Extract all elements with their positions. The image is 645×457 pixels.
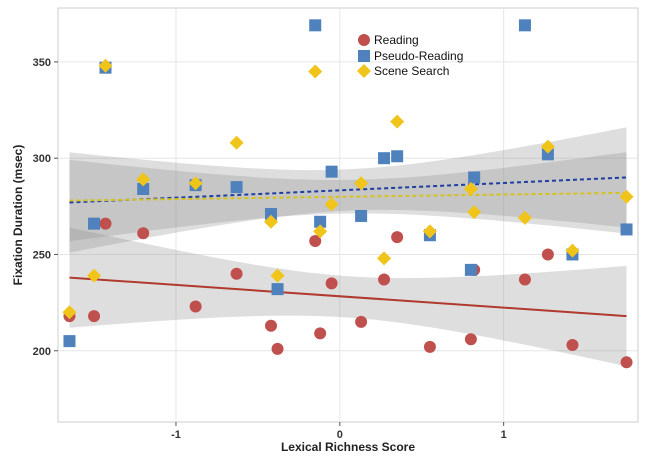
point-scene-search [87,268,102,283]
legend-label-scene-search: Scene Search [374,64,449,78]
point-reading [309,234,322,247]
point-reading [518,273,531,286]
point-pseudo-reading [391,150,404,163]
point-reading [541,248,554,261]
point-pseudo-reading [137,183,150,196]
point-pseudo-reading [355,209,368,222]
point-reading [464,333,477,346]
point-reading [355,315,368,328]
point-scene-search [565,243,580,258]
grid-lines [58,8,638,422]
point-reading [88,310,101,323]
point-reading [271,342,284,355]
trend-line-scene-search [69,191,627,202]
y-axis-ticks: 200 250 300 350 [33,57,58,358]
point-pseudo-reading [378,152,391,165]
point-reading [325,277,338,290]
trend-line-reading [69,276,627,318]
x-axis-title: Lexical Richness Score [281,440,415,454]
point-scene-search [270,268,285,283]
point-reading [378,273,391,286]
point-reading [264,319,277,332]
point-pseudo-reading [541,148,554,161]
point-pseudo-reading [325,165,338,178]
point-scene-search [263,214,278,229]
point-reading [137,227,150,240]
x-tick-label: -1 [171,429,181,441]
point-scene-search [188,176,203,191]
point-scene-search [136,172,151,187]
legend: Reading Pseudo-Reading Scene Search [357,33,463,78]
point-scene-search [313,224,328,239]
point-scene-search [540,139,555,154]
point-scene-search [98,58,113,73]
confidence-band-scene-search [69,152,627,242]
point-scene-search [354,176,369,191]
legend-label-reading: Reading [374,33,419,47]
point-reading [423,340,436,353]
point-pseudo-reading [309,19,322,32]
point-reading [99,217,112,230]
legend-item-pseudo-reading: Pseudo-Reading [358,49,463,63]
x-tick-label: 0 [337,429,343,441]
point-scene-search [62,305,77,320]
x-tick-label: 1 [501,429,507,441]
legend-item-reading: Reading [358,33,419,47]
point-pseudo-reading [63,335,76,348]
data-points [62,19,634,369]
point-pseudo-reading [518,19,531,32]
point-scene-search [619,189,634,204]
point-scene-search [422,224,437,239]
legend-marker-pseudo-reading [358,50,370,62]
point-pseudo-reading [230,181,243,194]
point-reading [314,327,327,340]
x-axis-ticks: -1 0 1 [171,422,507,441]
point-pseudo-reading [620,223,633,236]
y-tick-label: 200 [33,346,51,358]
legend-item-scene-search: Scene Search [357,64,449,78]
point-pseudo-reading [264,208,277,221]
trend-lines [69,176,627,318]
point-reading [620,356,633,369]
confidence-band-pseudo-reading [69,127,627,253]
point-pseudo-reading [271,283,284,296]
y-axis-title: Fixation Duration (msec) [11,145,25,286]
legend-marker-scene-search [357,64,371,78]
point-reading [566,338,579,351]
point-pseudo-reading [464,263,477,276]
point-reading [391,231,404,244]
legend-marker-reading [358,34,370,46]
point-scene-search [229,135,244,150]
point-scene-search [324,197,339,212]
point-scene-search [467,205,482,220]
point-reading [189,300,202,313]
plot-panel [57,7,639,423]
point-pseudo-reading [468,171,481,184]
y-tick-label: 300 [33,153,51,165]
y-tick-label: 350 [33,57,51,69]
point-pseudo-reading [88,217,101,230]
point-pseudo-reading [314,215,327,228]
point-scene-search [390,114,405,129]
point-reading [230,267,243,280]
point-scene-search [308,64,323,79]
legend-label-pseudo-reading: Pseudo-Reading [374,49,463,63]
y-tick-label: 250 [33,249,51,261]
point-scene-search [377,251,392,266]
point-scene-search [463,182,478,197]
point-scene-search [517,210,532,225]
